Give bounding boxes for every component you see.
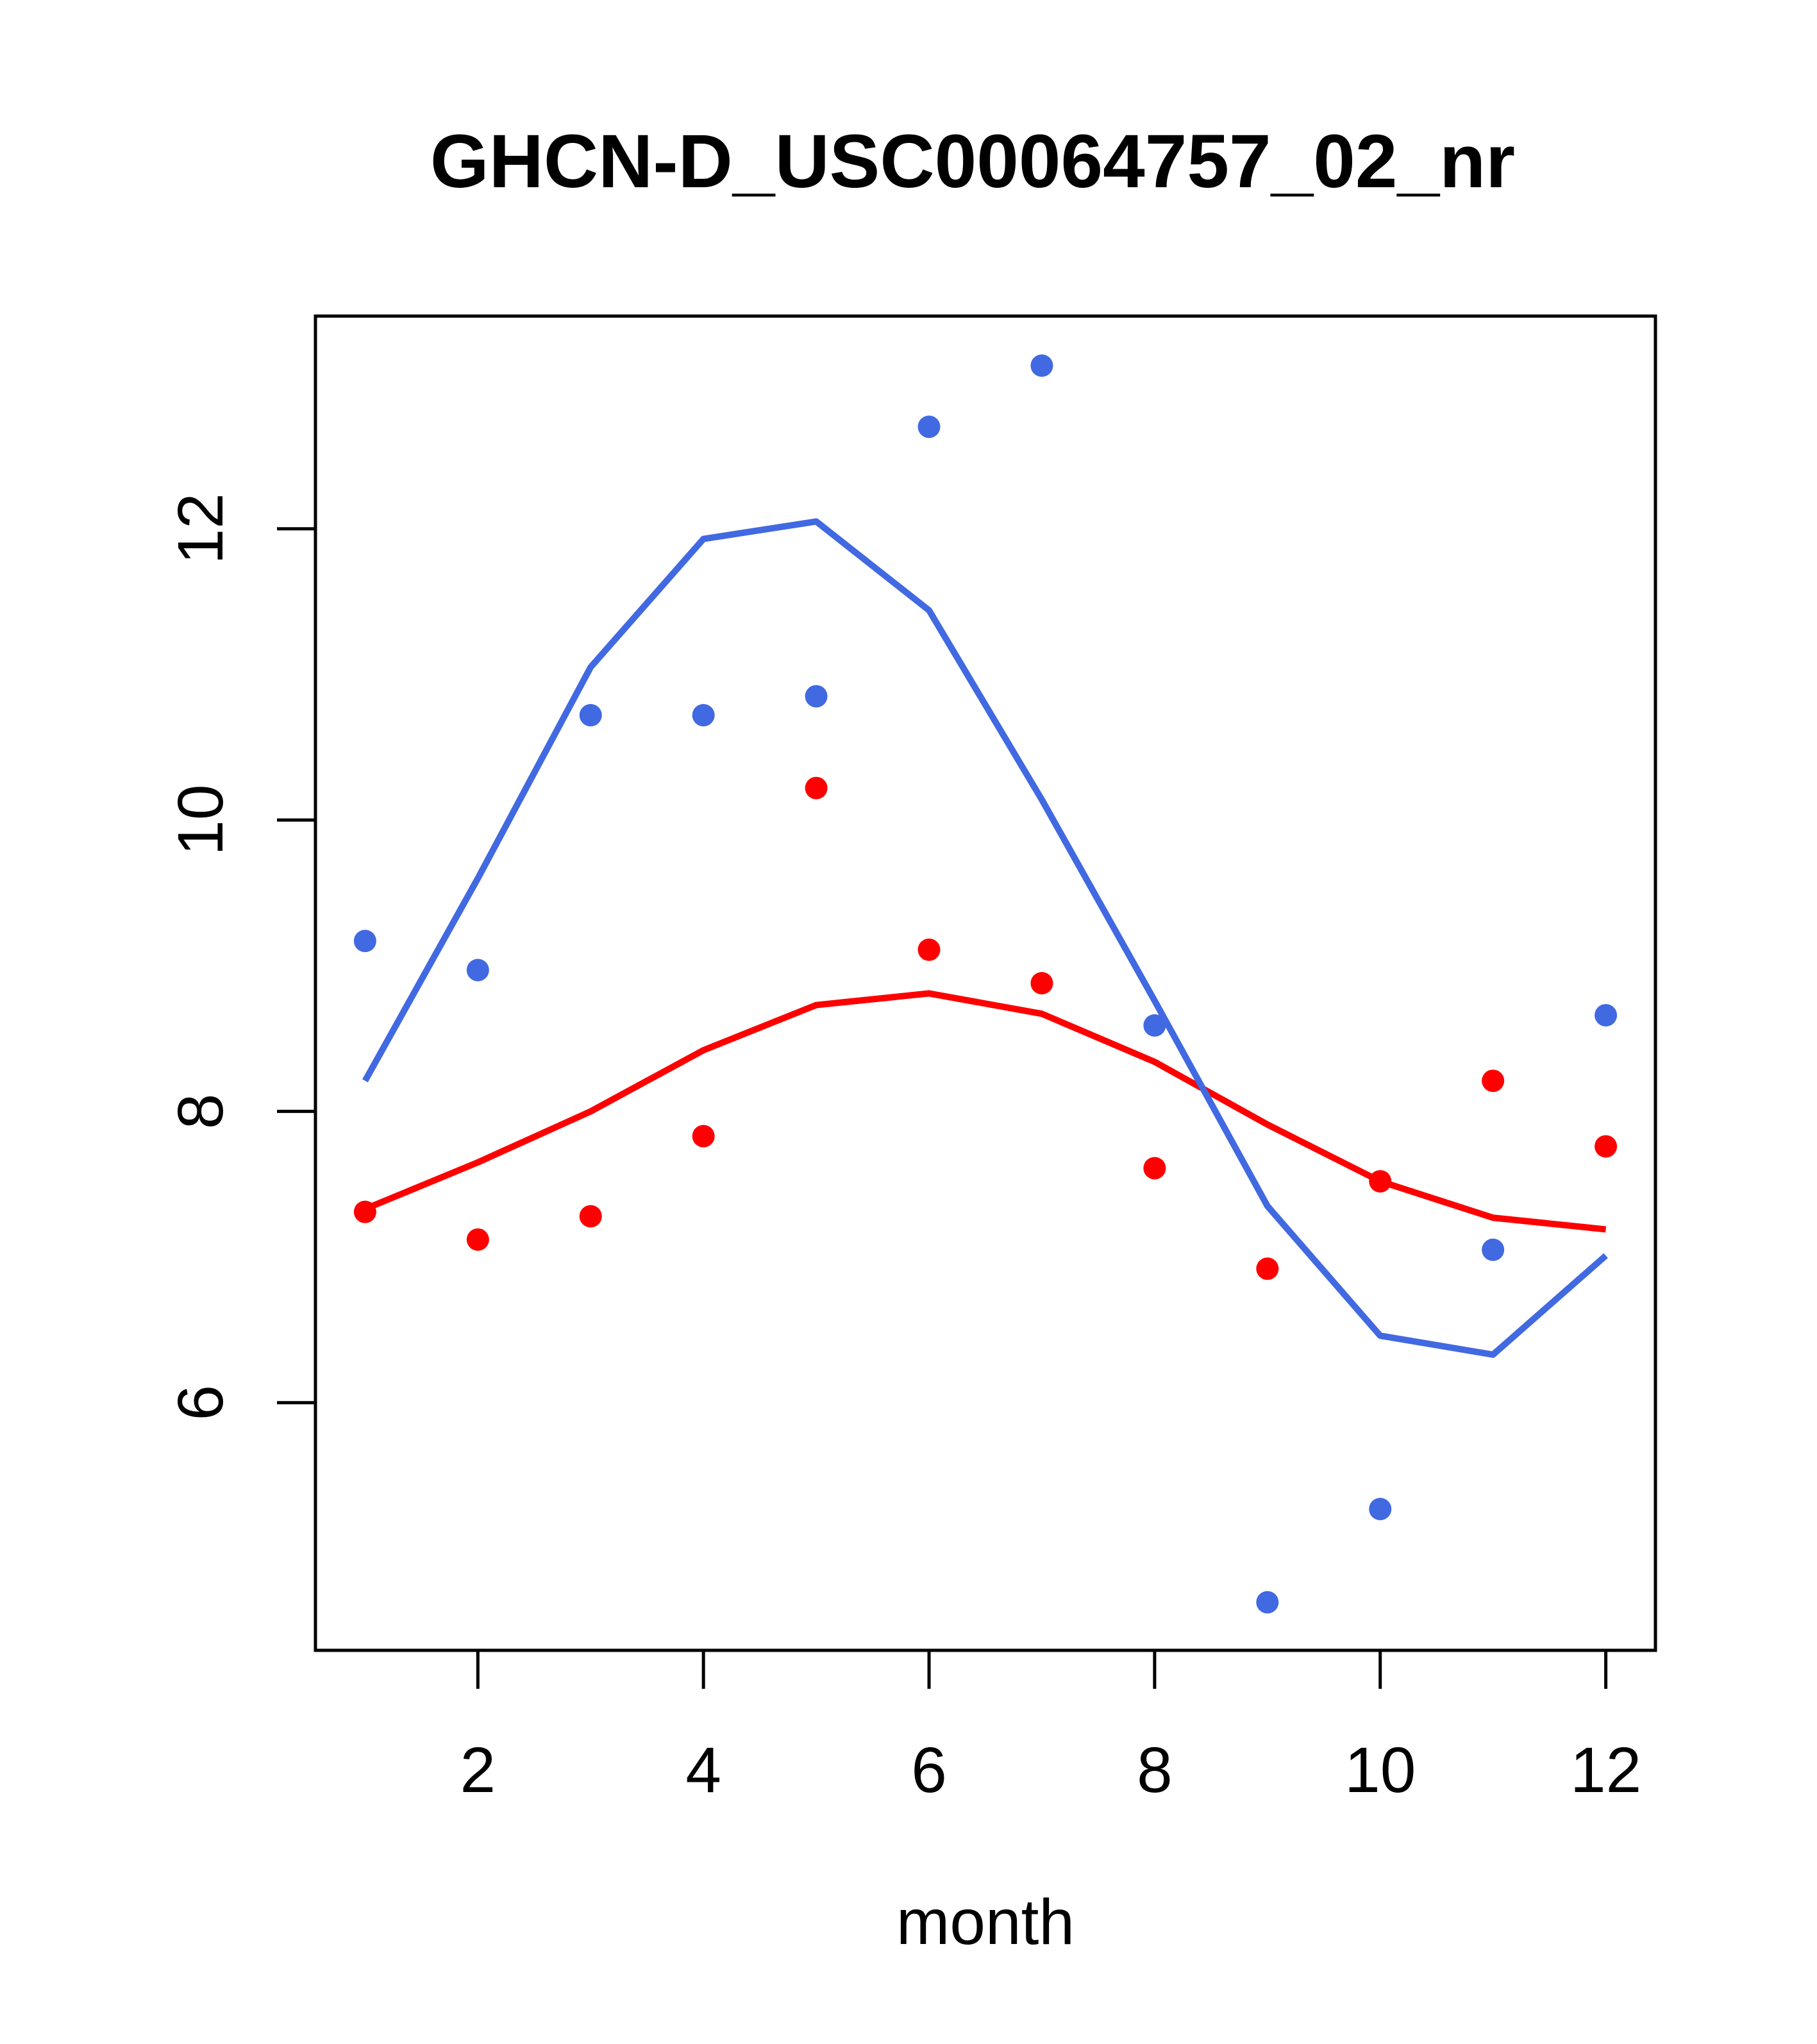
- blue-point: [1482, 1238, 1505, 1261]
- red-point: [1030, 972, 1053, 994]
- red-point: [466, 1228, 489, 1251]
- x-tick-label: 4: [685, 1734, 721, 1806]
- axis-ticks: 2 4 6 8 10 12 6 8 10 12: [165, 493, 1641, 1806]
- x-tick-label: 2: [460, 1734, 496, 1806]
- red-point: [805, 776, 828, 800]
- blue-point: [1030, 354, 1053, 377]
- plot-box: [314, 314, 1657, 1652]
- blue-point: [692, 703, 715, 726]
- y-tick-label: 6: [165, 1385, 237, 1421]
- red-point: [917, 938, 941, 961]
- y-tick-label: 12: [165, 493, 237, 564]
- series-layer: [353, 354, 1618, 1614]
- red-points: [353, 776, 1618, 1280]
- x-axis-label: month: [896, 1886, 1075, 1958]
- blue-point: [1256, 1591, 1279, 1614]
- chart-title: GHCN-D_USC00064757_02_nr: [430, 119, 1515, 204]
- red-point: [1256, 1257, 1279, 1280]
- blue-point: [579, 703, 602, 726]
- red-smooth-line: [364, 990, 1607, 1233]
- blue-point: [917, 415, 941, 439]
- red-point: [692, 1125, 715, 1148]
- red-point: [1369, 1169, 1392, 1193]
- x-tick-label: 12: [1570, 1734, 1641, 1806]
- blue-point: [1143, 1014, 1166, 1037]
- red-point: [1595, 1135, 1618, 1158]
- x-tick-label: 6: [911, 1734, 947, 1806]
- blue-point: [1369, 1498, 1392, 1521]
- blue-smooth-line: [362, 518, 1608, 1358]
- y-tick-label: 10: [165, 784, 237, 855]
- x-tick-label: 10: [1344, 1734, 1416, 1806]
- blue-point: [353, 930, 376, 953]
- red-point: [579, 1205, 602, 1228]
- blue-point: [1595, 1003, 1618, 1026]
- red-point: [1482, 1069, 1505, 1093]
- blue-points: [353, 354, 1618, 1614]
- red-point: [1143, 1157, 1166, 1180]
- blue-point: [466, 959, 489, 982]
- red-point: [353, 1200, 376, 1223]
- blue-point: [805, 685, 828, 708]
- x-tick-label: 8: [1137, 1734, 1173, 1806]
- y-tick-label: 8: [165, 1094, 237, 1130]
